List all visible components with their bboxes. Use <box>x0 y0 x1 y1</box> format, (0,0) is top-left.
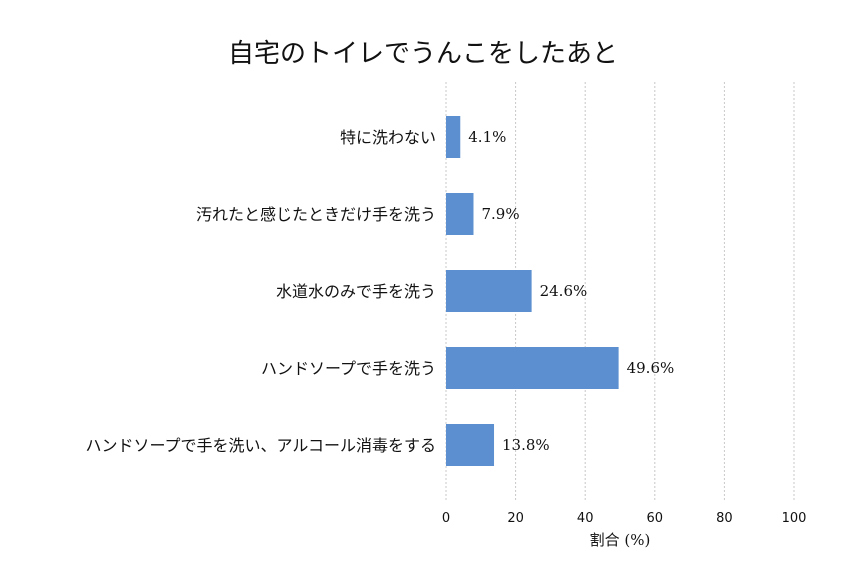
x-tick-label: 40 <box>577 511 594 526</box>
x-tick-label: 0 <box>442 511 450 526</box>
category-label: 汚れたと感じたときだけ手を洗う <box>196 205 436 224</box>
value-label: 49.6% <box>627 359 675 377</box>
value-label: 13.8% <box>502 436 550 454</box>
value-label: 24.6% <box>540 282 588 300</box>
bar <box>446 193 474 235</box>
x-tick-labels: 0 20 40 60 80 100 <box>442 511 807 526</box>
value-label: 7.9% <box>481 205 519 223</box>
value-labels: 4.1% 7.9% 24.6% 49.6% 13.8% <box>468 128 674 454</box>
x-tick-label: 80 <box>716 511 733 526</box>
chart-title: 自宅のトイレでうんこをしたあと <box>228 39 618 69</box>
category-label: ハンドソープで手を洗い、アルコール消毒をする <box>85 436 436 455</box>
bars <box>446 116 619 466</box>
x-tick-label: 20 <box>507 511 524 526</box>
category-label: ハンドソープで手を洗う <box>261 359 436 378</box>
category-labels: 特に洗わない汚れたと感じたときだけ手を洗う水道水のみで手を洗うハンドソープで手を… <box>85 128 436 455</box>
bar <box>446 424 495 466</box>
category-label: 特に洗わない <box>340 128 436 147</box>
bar <box>446 116 461 158</box>
bar <box>446 270 532 312</box>
x-axis-label: 割合 (%) <box>590 531 651 549</box>
category-label: 水道水のみで手を洗う <box>276 282 436 301</box>
x-tick-label: 100 <box>782 511 807 526</box>
x-tick-label: 60 <box>647 511 664 526</box>
value-label: 4.1% <box>468 128 506 146</box>
bar <box>446 347 619 389</box>
